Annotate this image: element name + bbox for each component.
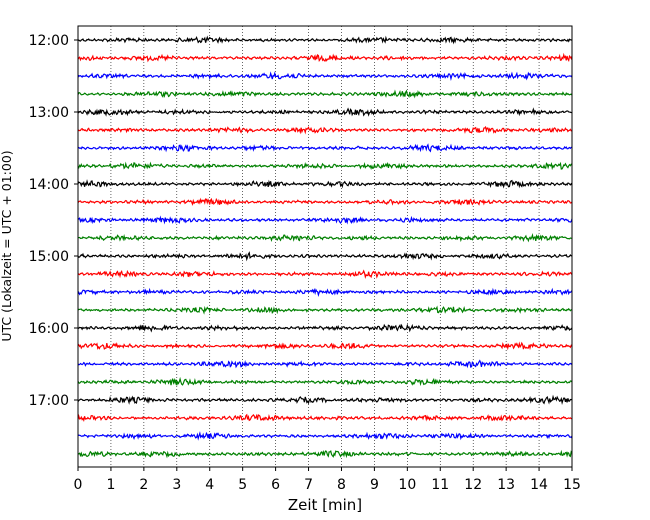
trace-13 — [77, 269, 573, 280]
trace-18 — [77, 359, 573, 369]
trace-12 — [77, 251, 573, 262]
y-tick-label-4: 16:00 — [29, 321, 69, 337]
x-tick-label-0: 0 — [74, 477, 83, 493]
x-tick-label-15: 15 — [563, 477, 581, 493]
trace-21 — [77, 413, 573, 423]
y-tick-label-1: 13:00 — [29, 105, 69, 121]
y-tick-label-2: 14:00 — [29, 177, 69, 193]
x-tick-label-8: 8 — [337, 477, 346, 493]
x-tick-label-7: 7 — [304, 477, 313, 493]
trace-10 — [77, 215, 573, 225]
x-tick-label-10: 10 — [398, 477, 416, 493]
trace-2 — [77, 71, 573, 81]
trace-22 — [77, 431, 573, 441]
x-tick-label-11: 11 — [431, 477, 449, 493]
trace-0 — [77, 35, 573, 45]
trace-5 — [77, 125, 573, 135]
x-tick-label-9: 9 — [370, 477, 379, 493]
trace-19 — [77, 376, 573, 387]
trace-8 — [77, 179, 573, 189]
y-axis-ticks: 12:00 13:00 14:00 15:00 16:00 17:00 — [29, 33, 78, 409]
trace-4 — [77, 107, 573, 117]
trace-7 — [77, 161, 573, 171]
trace-17 — [77, 341, 573, 351]
plot-frame — [77, 25, 573, 468]
y-axis-label: UTC (Lokalzeit = UTC + 01:00) — [0, 150, 14, 341]
trace-23 — [77, 449, 573, 459]
x-tick-label-12: 12 — [464, 477, 482, 493]
x-tick-label-3: 3 — [172, 477, 181, 493]
trace-11 — [77, 233, 573, 243]
x-tick-label-2: 2 — [139, 477, 148, 493]
x-tick-label-5: 5 — [238, 477, 247, 493]
x-tick-label-4: 4 — [205, 477, 214, 493]
x-tick-label-6: 6 — [271, 477, 280, 493]
y-tick-label-5: 17:00 — [29, 393, 69, 409]
trace-14 — [77, 287, 573, 297]
trace-16 — [77, 323, 573, 333]
seismic-traces — [77, 35, 573, 459]
x-tick-label-1: 1 — [106, 477, 115, 493]
x-axis-label: Zeit [min] — [288, 496, 362, 514]
trace-3 — [77, 89, 573, 99]
x-tick-label-14: 14 — [530, 477, 548, 493]
trace-20 — [77, 394, 573, 405]
trace-15 — [77, 305, 573, 315]
y-tick-label-3: 15:00 — [29, 249, 69, 265]
trace-1 — [77, 52, 573, 63]
x-axis-ticks: 0 1 2 3 4 5 6 7 8 9 10 11 12 13 14 15 — [74, 467, 581, 493]
y-tick-label-0: 12:00 — [29, 33, 69, 49]
trace-6 — [77, 143, 573, 153]
trace-9 — [77, 197, 573, 207]
x-tick-label-13: 13 — [497, 477, 515, 493]
